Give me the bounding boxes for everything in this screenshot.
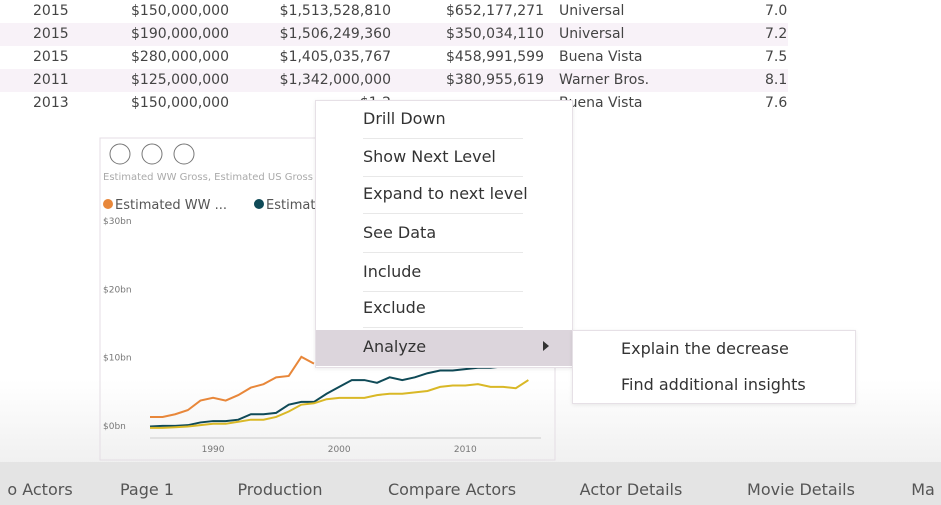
chart-subtitle: Estimated WW Gross, Estimated US Gross — [103, 172, 313, 183]
row-bg — [0, 69, 788, 92]
table-cell: $1,405,035,767 — [279, 49, 391, 65]
legend-dot — [103, 199, 113, 209]
series-line — [149, 364, 529, 428]
y-tick-label: $10bn — [103, 354, 132, 364]
series-line — [150, 379, 529, 429]
page-tab[interactable]: Production — [204, 462, 357, 505]
x-tick-label: 2000 — [328, 445, 351, 455]
menu-item[interactable]: Expand to next level — [363, 184, 528, 203]
toolbar-icon — [141, 143, 163, 165]
table-cell: $190,000,000 — [131, 26, 229, 42]
table-cell: $150,000,000 — [131, 95, 229, 111]
menu-item[interactable]: Show Next Level — [363, 147, 496, 166]
table-cell: Universal — [559, 3, 625, 19]
toolbar-icon — [173, 143, 195, 165]
row-bg — [0, 23, 788, 46]
page-tab[interactable]: Movie Details — [714, 462, 889, 505]
y-tick-label: $0bn — [103, 422, 126, 432]
y-tick-label: $30bn — [103, 217, 132, 227]
table-cell: 7.2 — [765, 26, 788, 42]
submenu-item[interactable]: Explain the decrease — [621, 339, 789, 358]
table-cell: 2013 — [33, 95, 69, 111]
menu-separator — [363, 252, 523, 253]
legend-dot — [254, 199, 264, 209]
menu-item[interactable]: Drill Down — [363, 109, 446, 128]
page-tab[interactable]: Actor Details — [548, 462, 715, 505]
menu-separator — [363, 138, 523, 139]
table-cell: $652,177,271 — [446, 3, 544, 19]
page-tab[interactable]: o Actors — [0, 462, 91, 505]
menu-separator — [363, 327, 523, 328]
legend-label: Estimat — [266, 198, 315, 213]
page-tab[interactable]: Compare Actors — [356, 462, 549, 505]
table-cell: 7.5 — [765, 49, 788, 65]
table-cell: Buena Vista — [559, 95, 643, 111]
menu-separator — [363, 176, 523, 177]
menu-item[interactable]: Include — [363, 262, 422, 281]
table-cell: $1,506,249,360 — [279, 26, 391, 42]
table-cell: $458,991,599 — [446, 49, 544, 65]
table-cell: Buena Vista — [559, 49, 643, 65]
menu-item[interactable]: Exclude — [363, 298, 426, 317]
menu-item[interactable]: See Data — [363, 223, 437, 242]
table-cell: 7.6 — [765, 95, 788, 111]
y-tick-label: $20bn — [103, 285, 132, 295]
legend-label: Estimated WW ... — [115, 198, 227, 213]
menu-item[interactable]: Analyze — [363, 337, 427, 356]
submenu-item[interactable]: Find additional insights — [621, 375, 806, 394]
submenu — [572, 330, 856, 404]
table-cell: 2015 — [33, 3, 69, 19]
series-line — [150, 355, 315, 418]
table-cell: 2011 — [33, 72, 69, 88]
table-cell: Universal — [559, 26, 625, 42]
x-tick-label: 1990 — [202, 445, 225, 455]
table-cell: $125,000,000 — [131, 72, 229, 88]
table-cell: $350,034,110 — [446, 26, 544, 42]
table-cell: 2015 — [33, 26, 69, 42]
page-tab[interactable]: Page 1 — [90, 462, 205, 505]
menu-separator — [363, 291, 523, 292]
menu-highlight — [316, 330, 572, 366]
page-tab[interactable]: Ma — [888, 462, 941, 505]
table-cell: 7.0 — [765, 3, 788, 19]
table-cell: $150,000,000 — [131, 3, 229, 19]
menu-separator — [363, 213, 523, 214]
submenu-arrow — [543, 341, 549, 351]
table-cell: 8.1 — [765, 72, 788, 88]
table-cell: $1,342,000,000 — [279, 72, 391, 88]
table-cell: $380,955,619 — [446, 72, 544, 88]
table-cell: 2015 — [33, 49, 69, 65]
table-cell: $280,000,000 — [131, 49, 229, 65]
context-menu — [315, 100, 573, 368]
x-tick-label: 2010 — [454, 445, 477, 455]
toolbar-icon — [109, 143, 131, 165]
table-cell: $1,513,528,810 — [279, 3, 391, 19]
table-cell: Warner Bros. — [559, 72, 650, 88]
